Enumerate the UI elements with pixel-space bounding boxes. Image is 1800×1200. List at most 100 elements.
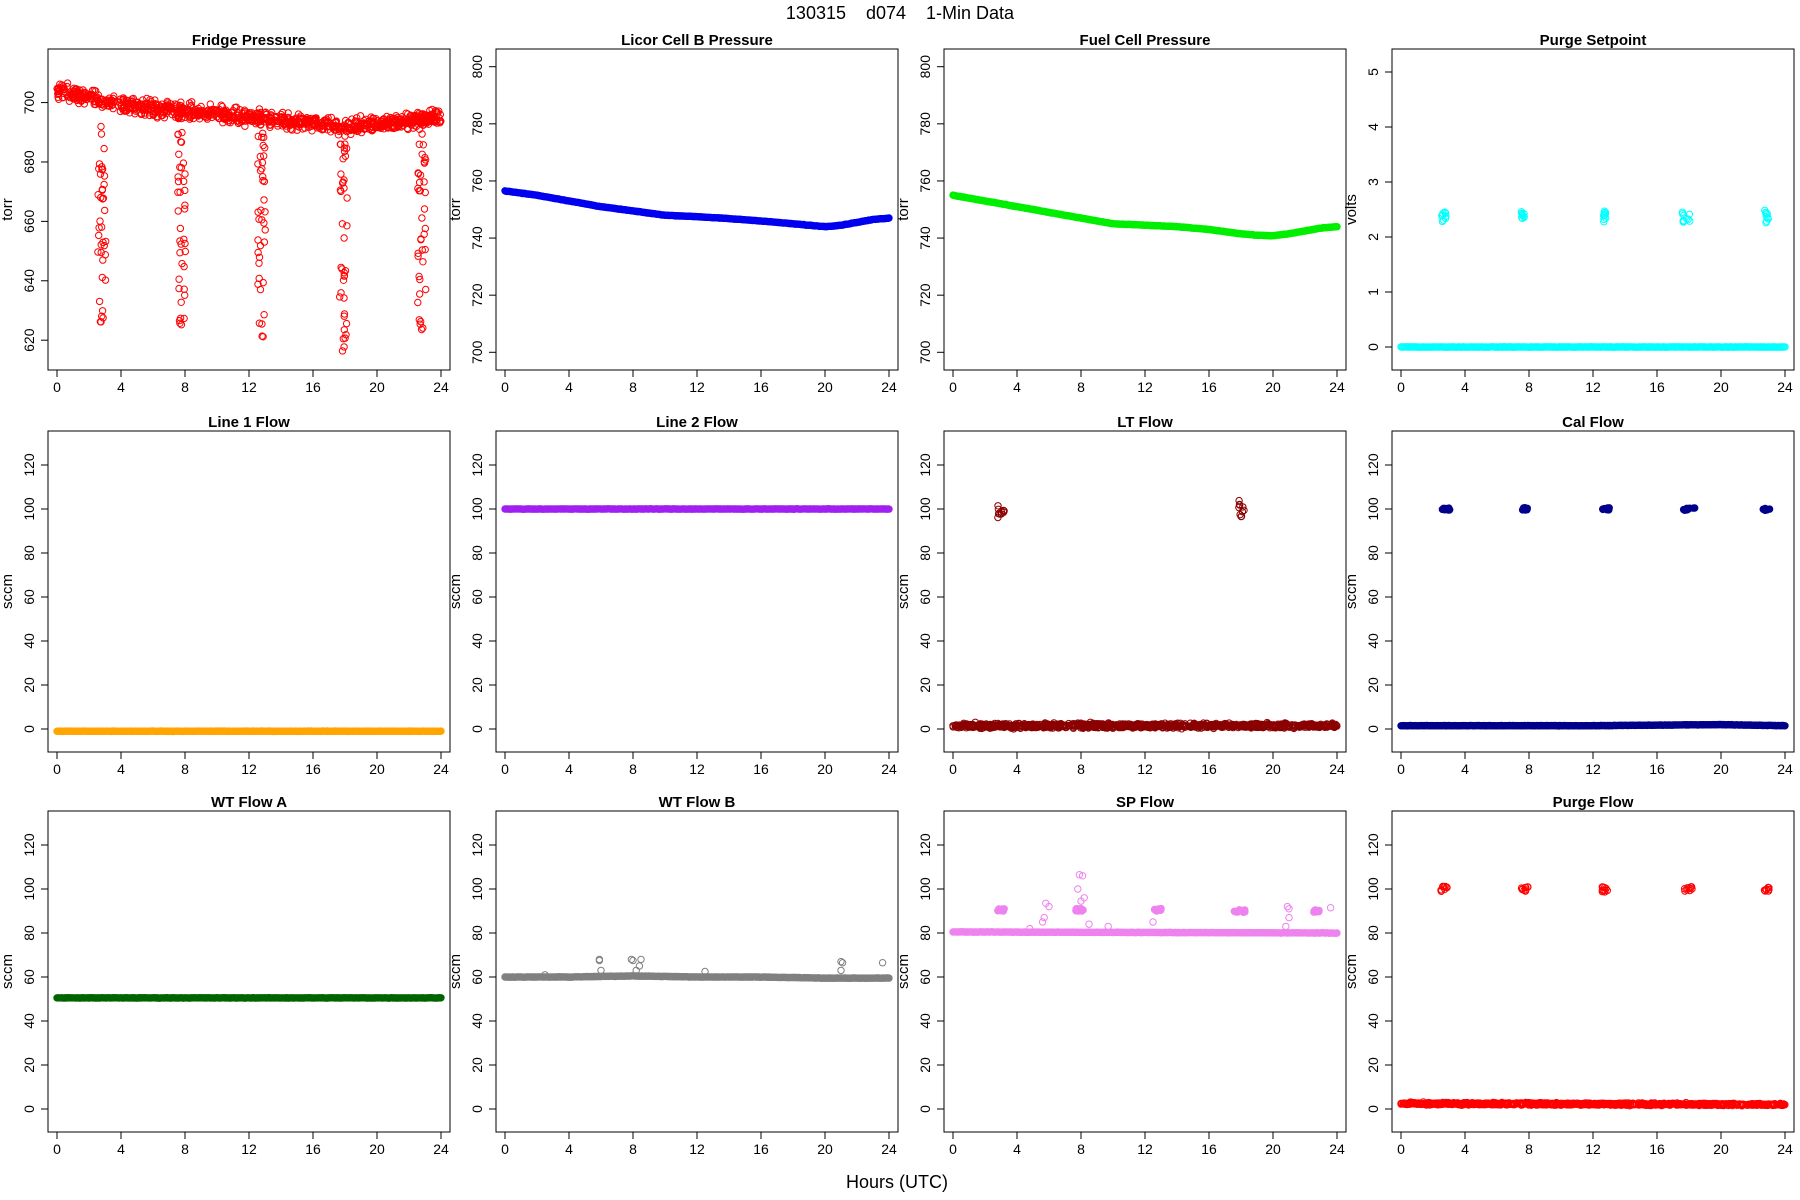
data-point — [185, 99, 194, 107]
y-tick-label: 80 — [1365, 545, 1381, 561]
x-tick-label: 0 — [501, 761, 509, 777]
x-tick-label: 16 — [1649, 379, 1665, 395]
y-tick-label: 20 — [469, 677, 485, 693]
data-point — [181, 201, 189, 209]
x-tick-label: 24 — [433, 379, 449, 395]
x-tick-label: 12 — [689, 379, 705, 395]
data-point — [181, 205, 189, 213]
data-point — [266, 123, 274, 132]
y-tick-label: 700 — [21, 91, 37, 115]
x-tick-label: 8 — [629, 379, 637, 395]
y-tick-label: 700 — [917, 340, 933, 364]
data-point — [355, 123, 363, 131]
data-point — [228, 116, 237, 124]
y-tick-label: 120 — [21, 833, 37, 857]
y-tick-label: 100 — [1365, 497, 1381, 521]
y-tick-label: 780 — [469, 112, 485, 136]
y-tick-label: 3 — [1365, 178, 1381, 186]
data-point — [97, 130, 106, 138]
data-point — [217, 101, 225, 109]
y-tick-label: 720 — [917, 283, 933, 307]
data-point — [95, 231, 103, 240]
x-tick-label: 0 — [1397, 761, 1405, 777]
data-point — [1683, 505, 1692, 514]
x-tick-label: 12 — [241, 1141, 257, 1157]
y-axis-label: volts — [1343, 194, 1360, 225]
data-point — [176, 319, 184, 327]
x-tick-label: 4 — [1461, 379, 1469, 395]
x-tick-label: 12 — [1585, 761, 1601, 777]
data-point — [73, 88, 82, 97]
x-tick-label: 16 — [1201, 379, 1217, 395]
data-point — [178, 259, 186, 268]
data-point — [369, 114, 378, 123]
x-tick-label: 12 — [241, 379, 257, 395]
data-point — [148, 100, 156, 108]
y-tick-label: 5 — [1365, 68, 1381, 76]
data-point — [294, 110, 303, 118]
data-point — [99, 238, 107, 247]
data-points — [53, 727, 445, 736]
data-point — [241, 122, 249, 130]
data-point — [181, 247, 190, 256]
x-tick-label: 4 — [117, 379, 125, 395]
data-point — [173, 107, 181, 115]
y-axis-label: sccm — [447, 574, 464, 609]
data-point — [246, 115, 254, 124]
data-point — [176, 188, 184, 196]
data-point — [241, 108, 249, 116]
data-point — [97, 318, 105, 326]
data-point — [885, 505, 893, 513]
y-tick-label: 100 — [21, 877, 37, 901]
y-tick-label: 760 — [469, 169, 485, 193]
data-point — [121, 107, 129, 115]
data-point — [101, 251, 110, 259]
data-point — [272, 113, 281, 122]
data-point — [277, 113, 286, 121]
data-point — [55, 87, 63, 95]
y-tick-label: 60 — [1365, 589, 1381, 605]
y-tick-label: 780 — [917, 112, 933, 136]
x-tick-label: 24 — [881, 761, 897, 777]
data-point — [93, 94, 101, 103]
y-tick-label: 0 — [469, 725, 485, 733]
y-tick-label: 0 — [917, 725, 933, 733]
data-point — [96, 170, 105, 178]
data-point — [296, 120, 304, 128]
x-tick-label: 12 — [689, 761, 705, 777]
data-point — [207, 106, 215, 114]
data-point — [885, 214, 893, 222]
data-point — [146, 96, 154, 104]
data-point — [225, 114, 233, 122]
data-point — [181, 186, 189, 195]
data-points — [53, 79, 445, 355]
y-tick-label: 120 — [1365, 453, 1381, 477]
data-point — [377, 123, 385, 131]
data-point — [123, 96, 131, 105]
x-tick-label: 20 — [369, 761, 385, 777]
data-point — [97, 193, 105, 202]
data-point — [80, 100, 89, 108]
data-point — [175, 275, 183, 283]
data-point — [54, 87, 62, 96]
x-tick-label: 20 — [1713, 379, 1729, 395]
x-tick-label: 8 — [181, 1141, 189, 1157]
y-tick-label: 0 — [1365, 343, 1381, 351]
data-point — [175, 316, 184, 325]
x-tick-label: 0 — [53, 379, 61, 395]
data-point — [128, 95, 136, 103]
data-point — [174, 188, 182, 196]
data-point — [158, 103, 166, 111]
data-point — [395, 123, 403, 131]
panel-title: Licor Cell B Pressure — [621, 32, 773, 49]
data-point — [1333, 223, 1341, 231]
x-tick-label: 8 — [1077, 379, 1085, 395]
data-point — [254, 113, 262, 121]
data-point — [260, 196, 268, 204]
data-point — [181, 170, 189, 178]
x-tick-label: 0 — [53, 1141, 61, 1157]
x-tick-label: 4 — [1013, 379, 1021, 395]
y-tick-label: 620 — [21, 328, 37, 352]
data-point — [86, 91, 95, 100]
